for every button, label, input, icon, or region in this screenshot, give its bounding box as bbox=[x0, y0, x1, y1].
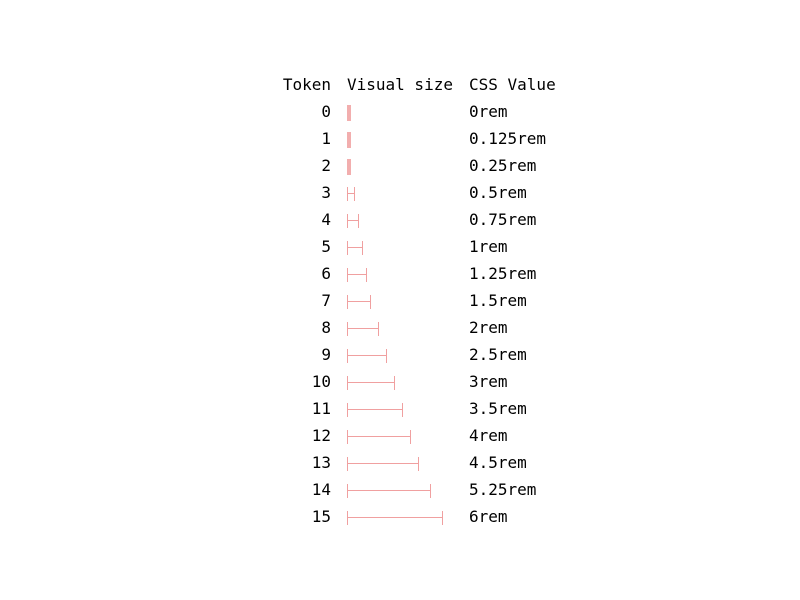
css-value-cell: 0.5rem bbox=[469, 183, 527, 202]
visual-size-cell bbox=[347, 125, 469, 152]
table-row: 4 0.75rem bbox=[278, 206, 556, 233]
size-bar bbox=[347, 348, 387, 363]
spacing-scale-table: Token Visual size CSS Value 0 0rem 1 0.125r… bbox=[278, 71, 556, 530]
table-row: 14 5.25rem bbox=[278, 476, 556, 503]
table-row: 6 1.25rem bbox=[278, 260, 556, 287]
css-value-cell: 0.25rem bbox=[469, 156, 537, 175]
css-value-cell: 0.75rem bbox=[469, 210, 537, 229]
token-cell: 8 bbox=[321, 318, 331, 337]
token-cell: 13 bbox=[311, 453, 331, 472]
size-bar bbox=[347, 213, 359, 228]
spacing-rows: 0 0rem 1 0.125rem 2 0.25rem 3 0.5rem 4 0.75rem 5 1r… bbox=[278, 98, 556, 530]
size-bar bbox=[347, 267, 367, 282]
table-row: 13 4.5rem bbox=[278, 449, 556, 476]
css-value-cell: 4rem bbox=[469, 426, 508, 445]
visual-size-cell bbox=[347, 395, 469, 422]
token-cell: 4 bbox=[321, 210, 331, 229]
table-row: 7 1.5rem bbox=[278, 287, 556, 314]
table-header-row: Token Visual size CSS Value bbox=[278, 71, 556, 98]
visual-size-cell bbox=[347, 368, 469, 395]
size-bar bbox=[347, 429, 411, 444]
token-cell: 7 bbox=[321, 291, 331, 310]
visual-size-cell bbox=[347, 503, 469, 530]
size-bar bbox=[347, 375, 395, 390]
css-value-cell: 0.125rem bbox=[469, 129, 547, 148]
size-bar bbox=[347, 483, 431, 498]
visual-size-cell bbox=[347, 260, 469, 287]
token-cell: 3 bbox=[321, 183, 331, 202]
size-bar bbox=[347, 158, 351, 175]
size-bar bbox=[347, 510, 443, 525]
token-cell: 11 bbox=[311, 399, 331, 418]
css-value-cell: 5.25rem bbox=[469, 480, 537, 499]
table-row: 3 0.5rem bbox=[278, 179, 556, 206]
visual-size-column-header: Visual size bbox=[347, 75, 453, 94]
token-column-header: Token bbox=[282, 75, 331, 94]
token-cell: 14 bbox=[311, 480, 331, 499]
table-row: 10 3rem bbox=[278, 368, 556, 395]
visual-size-cell bbox=[347, 422, 469, 449]
token-cell: 10 bbox=[311, 372, 331, 391]
size-bar bbox=[347, 402, 403, 417]
visual-size-cell bbox=[347, 179, 469, 206]
token-cell: 9 bbox=[321, 345, 331, 364]
size-bar bbox=[347, 240, 363, 255]
token-cell: 6 bbox=[321, 264, 331, 283]
visual-size-cell bbox=[347, 287, 469, 314]
table-row: 8 2rem bbox=[278, 314, 556, 341]
css-value-cell: 4.5rem bbox=[469, 453, 527, 472]
token-cell: 0 bbox=[321, 102, 331, 121]
token-cell: 15 bbox=[311, 507, 331, 526]
css-value-column-header: CSS Value bbox=[469, 75, 556, 94]
visual-size-cell bbox=[347, 152, 469, 179]
css-value-cell: 6rem bbox=[469, 507, 508, 526]
size-bar bbox=[347, 294, 371, 309]
token-cell: 2 bbox=[321, 156, 331, 175]
visual-size-cell bbox=[347, 314, 469, 341]
size-bar bbox=[347, 321, 379, 336]
token-cell: 1 bbox=[321, 129, 331, 148]
size-bar bbox=[347, 104, 351, 121]
table-row: 2 0.25rem bbox=[278, 152, 556, 179]
token-cell: 5 bbox=[321, 237, 331, 256]
css-value-cell: 2rem bbox=[469, 318, 508, 337]
size-bar bbox=[347, 456, 419, 471]
size-bar bbox=[347, 131, 351, 148]
css-value-cell: 1.5rem bbox=[469, 291, 527, 310]
table-row: 0 0rem bbox=[278, 98, 556, 125]
visual-size-cell bbox=[347, 233, 469, 260]
css-value-cell: 3.5rem bbox=[469, 399, 527, 418]
table-row: 11 3.5rem bbox=[278, 395, 556, 422]
visual-size-cell bbox=[347, 341, 469, 368]
token-cell: 12 bbox=[311, 426, 331, 445]
visual-size-cell bbox=[347, 449, 469, 476]
css-value-cell: 0rem bbox=[469, 102, 508, 121]
visual-size-cell bbox=[347, 206, 469, 233]
table-row: 1 0.125rem bbox=[278, 125, 556, 152]
table-row: 15 6rem bbox=[278, 503, 556, 530]
table-row: 5 1rem bbox=[278, 233, 556, 260]
css-value-cell: 3rem bbox=[469, 372, 508, 391]
visual-size-cell bbox=[347, 476, 469, 503]
table-row: 12 4rem bbox=[278, 422, 556, 449]
css-value-cell: 2.5rem bbox=[469, 345, 527, 364]
css-value-cell: 1.25rem bbox=[469, 264, 537, 283]
css-value-cell: 1rem bbox=[469, 237, 508, 256]
table-row: 9 2.5rem bbox=[278, 341, 556, 368]
visual-size-cell bbox=[347, 98, 469, 125]
size-bar bbox=[347, 186, 355, 201]
